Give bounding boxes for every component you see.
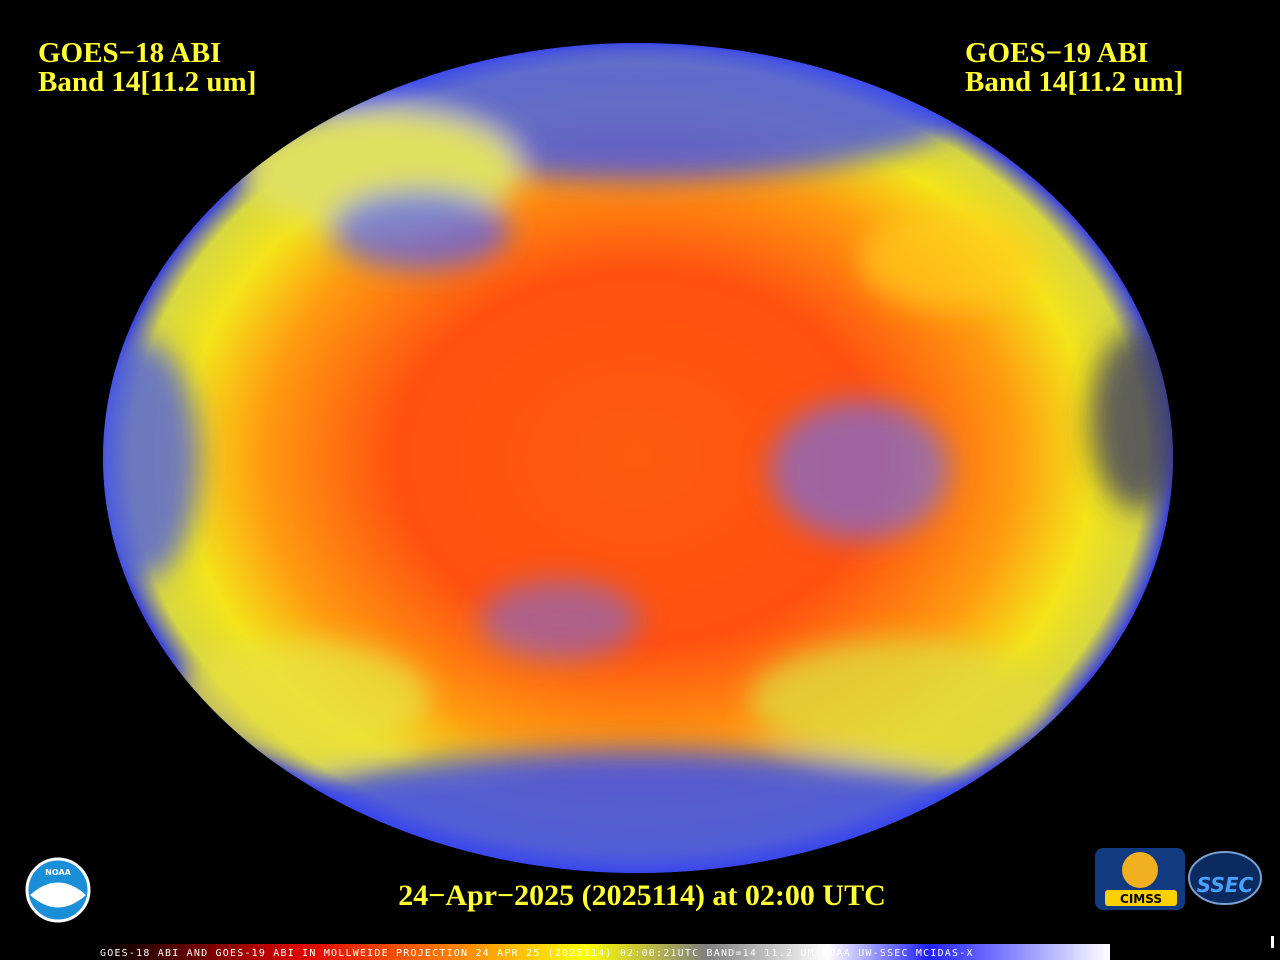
ssec-logo: SSEC (1188, 851, 1262, 905)
right-band: Band 14[11.2 um] (965, 66, 1183, 98)
ssec-label: SSEC (1197, 873, 1254, 897)
left-title: GOES−18 ABI (38, 37, 221, 69)
footer-caption: GOES-18 ABI AND GOES-19 ABI IN MOLLWEIDE… (100, 948, 974, 959)
noaa-label: NOAA (45, 868, 71, 877)
marker (1271, 936, 1274, 948)
right-title: GOES−19 ABI (965, 37, 1148, 69)
cimss-logo: CIMSS (1095, 848, 1185, 910)
timestamp: 24−Apr−2025 (2025114) at 02:00 UTC (398, 879, 886, 912)
color-bar (100, 944, 1110, 960)
left-band: Band 14[11.2 um] (38, 66, 256, 98)
cimss-label: CIMSS (1120, 892, 1162, 906)
noaa-logo: NOAA (25, 857, 91, 923)
